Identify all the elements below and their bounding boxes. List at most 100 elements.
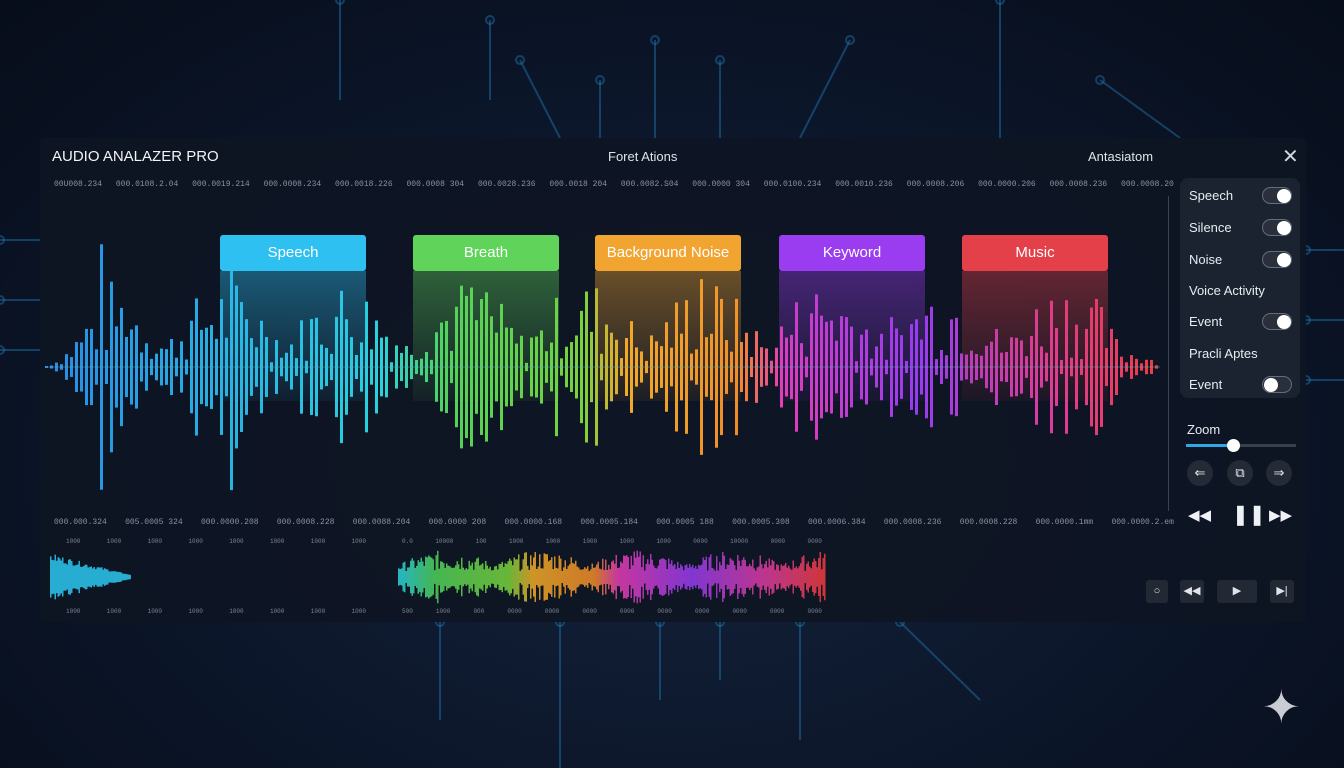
overview-bar bbox=[71, 561, 73, 593]
overview-bar bbox=[603, 569, 605, 585]
overview-bar bbox=[434, 570, 436, 584]
overview-bar bbox=[407, 567, 409, 587]
overview-bar bbox=[77, 564, 79, 590]
segment-label[interactable]: Music bbox=[962, 235, 1108, 271]
analyzer-window: AUDIO ANALAZER PRO Foret Ations Antasiat… bbox=[40, 138, 1306, 622]
overview-bar bbox=[477, 557, 479, 597]
overview-bar bbox=[108, 571, 110, 583]
overview-bar bbox=[707, 570, 709, 584]
timestamp: 000.0008.228 bbox=[959, 518, 1018, 527]
overview-bar bbox=[456, 561, 458, 593]
overview-bar bbox=[458, 564, 460, 590]
layer-toggle[interactable] bbox=[1262, 251, 1292, 268]
overview-bar bbox=[710, 554, 712, 600]
layer-label: Speech bbox=[1189, 188, 1234, 203]
mini-left-top-ticks: 1000 1000 1000 1000 1000 1000 1000 1000 bbox=[66, 538, 366, 545]
overview-bar bbox=[681, 566, 683, 588]
overview-bar bbox=[75, 564, 77, 590]
close-icon[interactable]: ✕ bbox=[1282, 146, 1299, 168]
overview-bar bbox=[512, 565, 514, 589]
pause-button[interactable]: ❚❚ bbox=[1232, 504, 1266, 526]
overview-bar bbox=[96, 567, 98, 587]
overview-bar bbox=[741, 559, 743, 595]
overview-bar bbox=[56, 560, 58, 594]
overview-bar bbox=[705, 556, 707, 598]
overview-bar bbox=[461, 557, 463, 597]
rewind-button[interactable]: ◀◀ bbox=[1188, 507, 1212, 524]
overview-bar bbox=[476, 558, 478, 596]
timestamp: 1000 bbox=[66, 538, 81, 545]
overview-bar bbox=[81, 566, 83, 588]
overview-bar bbox=[813, 558, 815, 596]
overview-bar bbox=[740, 566, 742, 588]
overview-bar bbox=[86, 564, 88, 590]
mini-right-bottom-ticks: 500 1000 000 0000 0000 0000 0000 0000 0000 0000 00… bbox=[402, 608, 822, 615]
segment-label[interactable]: Background Noise bbox=[595, 235, 741, 271]
overview-bar bbox=[615, 554, 617, 600]
layer-toggle[interactable] bbox=[1262, 219, 1292, 236]
overview-bar bbox=[474, 561, 476, 593]
layer-label: Noise bbox=[1189, 252, 1223, 267]
overview-bar bbox=[453, 567, 455, 587]
overview-bar bbox=[608, 564, 610, 590]
overview-bar bbox=[417, 560, 419, 594]
overview-bar bbox=[632, 565, 634, 589]
zoom-slider[interactable] bbox=[1186, 439, 1296, 452]
previous-button[interactable]: ◀◀ bbox=[1180, 580, 1204, 603]
arrow-right-icon[interactable]: ⇒ bbox=[1266, 460, 1292, 486]
overview-bar bbox=[771, 559, 773, 595]
timestamp: 1000 bbox=[188, 538, 203, 545]
layer-toggle[interactable] bbox=[1262, 313, 1292, 330]
timestamp: 1000 bbox=[351, 538, 366, 545]
circuit-node bbox=[845, 35, 855, 45]
overview-bar bbox=[441, 561, 443, 593]
overview-bar bbox=[648, 564, 650, 590]
overview-bar bbox=[711, 567, 713, 587]
next-button[interactable]: ▶| bbox=[1270, 580, 1294, 603]
overview-bar bbox=[791, 569, 793, 585]
overview-bar bbox=[777, 565, 779, 589]
overview-bar bbox=[63, 563, 65, 591]
overview-bar bbox=[807, 561, 809, 593]
play-button[interactable]: ▶ bbox=[1217, 580, 1257, 603]
overview-bar bbox=[498, 563, 500, 591]
layer-toggle[interactable] bbox=[1262, 376, 1292, 393]
overview-bar bbox=[455, 565, 457, 589]
overview-bar bbox=[651, 559, 653, 595]
overview-bar bbox=[408, 567, 410, 587]
overview-bar bbox=[824, 553, 826, 601]
overview-bar bbox=[806, 563, 808, 591]
overview-bar bbox=[558, 555, 560, 599]
reset-icon[interactable]: ⧉ bbox=[1227, 460, 1253, 486]
overview-bar bbox=[479, 565, 481, 589]
overview-bar bbox=[459, 568, 461, 586]
overview-bar bbox=[486, 565, 488, 589]
timestamp: 100 bbox=[475, 538, 487, 545]
fast-forward-button[interactable]: ▶▶ bbox=[1269, 507, 1293, 524]
overview-bar bbox=[803, 555, 805, 599]
segment-label[interactable]: Speech bbox=[220, 235, 366, 271]
overview-bar bbox=[114, 571, 116, 583]
overview-bar bbox=[65, 563, 67, 591]
segment-label[interactable]: Keyword bbox=[779, 235, 925, 271]
circuit-node bbox=[485, 15, 495, 25]
overview-bar bbox=[503, 567, 505, 587]
layer-toggle[interactable] bbox=[1262, 187, 1292, 204]
segment-label[interactable]: Breath bbox=[413, 235, 559, 271]
overview-bar bbox=[747, 566, 749, 588]
overview-bar bbox=[744, 560, 746, 594]
arrow-left-icon[interactable]: ⇐ bbox=[1187, 460, 1213, 486]
overview-bar bbox=[494, 566, 496, 588]
overview-bar bbox=[629, 568, 631, 586]
overview-bar bbox=[80, 566, 82, 588]
timestamp: 00U008.234 bbox=[54, 180, 103, 189]
overview-bar bbox=[101, 567, 103, 587]
overview-bar bbox=[557, 568, 559, 586]
waveform[interactable] bbox=[45, 178, 1165, 528]
timestamp: 1000 bbox=[435, 608, 451, 615]
loop-button[interactable]: ○ bbox=[1146, 580, 1168, 603]
overview-bar bbox=[654, 568, 656, 586]
overview-bar bbox=[684, 565, 686, 589]
overview-bar bbox=[626, 555, 628, 599]
overview-waveform[interactable] bbox=[50, 546, 830, 608]
